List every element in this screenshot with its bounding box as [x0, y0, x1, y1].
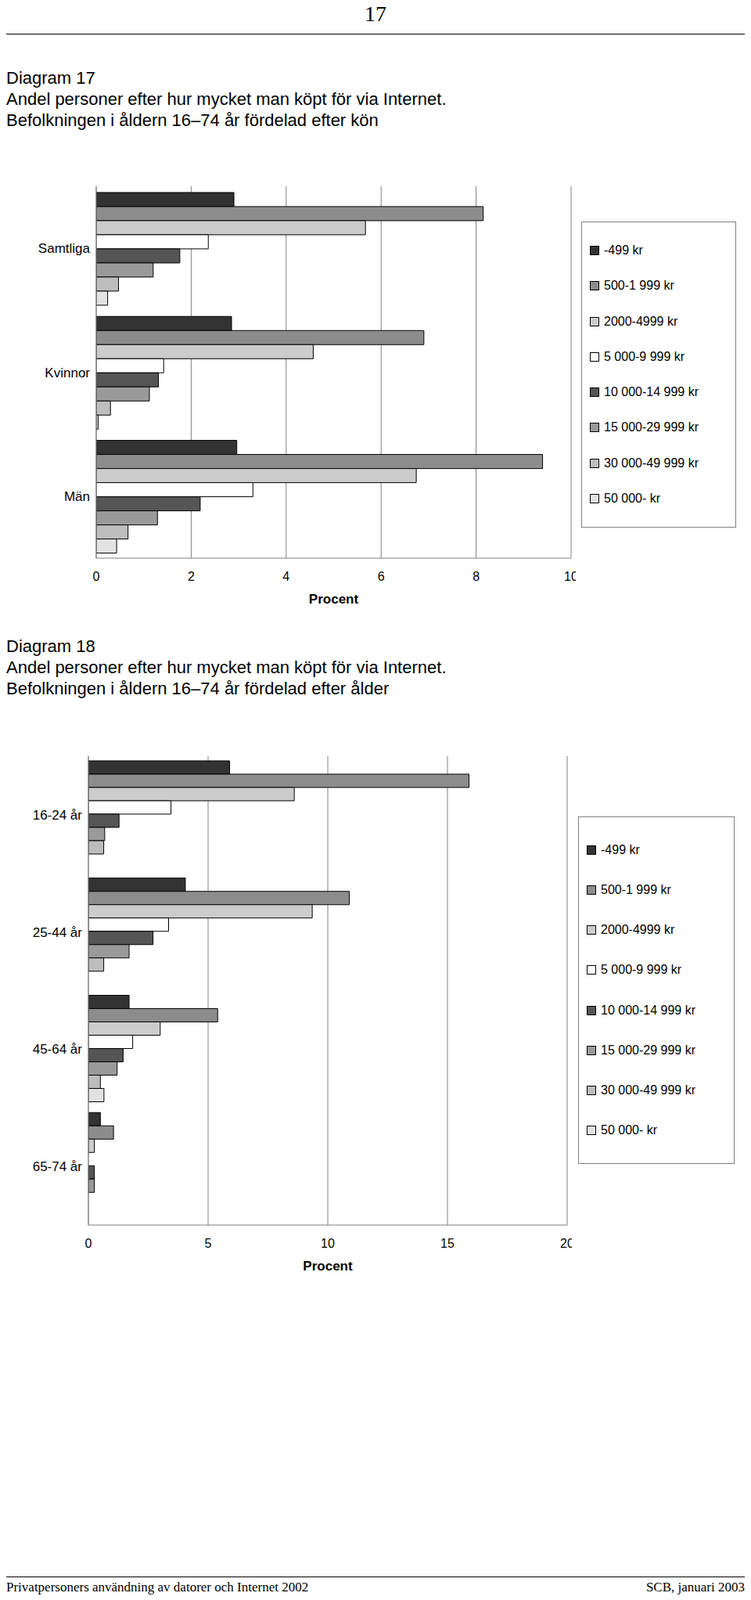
html-text:Befolkningen i åldern 16–74 år: Befolkningen i åldern 16–74 år fördelad …	[6, 110, 379, 130]
html-text:17: 17	[364, 1, 387, 26]
html-text:10 000-14 999 kr: 10 000-14 999 kr	[603, 384, 699, 399]
svg-text:4: 4	[282, 569, 290, 583]
html-text:2000-4999 kr: 2000-4999 kr	[600, 922, 675, 936]
svg-text:20: 20	[560, 1236, 572, 1250]
svg-text:Samtliga: Samtliga	[38, 240, 91, 256]
svg-text:65-74 år: 65-74 år	[32, 1158, 83, 1174]
svg-text:10: 10	[564, 569, 576, 583]
html-text:5 000-9 999 kr: 5 000-9 999 kr	[603, 349, 685, 363]
svg-text:45-64 år: 45-64 år	[32, 1041, 83, 1057]
html-text:500-1 999 kr: 500-1 999 kr	[600, 882, 672, 896]
html-text:Diagram 17: Diagram 17	[6, 68, 96, 88]
svg-text:8: 8	[472, 569, 480, 583]
html-text:2000-4999 kr: 2000-4999 kr	[603, 314, 678, 328]
html-text:15 000-29 999 kr: 15 000-29 999 kr	[603, 420, 699, 434]
svg-text:Procent: Procent	[309, 591, 360, 605]
html-text:30 000-49 999 kr: 30 000-49 999 kr	[603, 455, 699, 469]
html-text:500-1 999 kr: 500-1 999 kr	[603, 278, 675, 293]
svg-text:Procent: Procent	[302, 1257, 353, 1272]
html-text:Andel personer efter hur mycke: Andel personer efter hur mycket man köpt…	[6, 89, 447, 109]
html-text:-499 kr: -499 kr	[603, 243, 643, 257]
html-text:30 000-49 999 kr: 30 000-49 999 kr	[600, 1082, 696, 1096]
html-text:Befolkningen i åldern 16–74 år: Befolkningen i åldern 16–74 år fördelad …	[6, 678, 389, 698]
svg-text:5: 5	[204, 1236, 213, 1250]
html-text:10 000-14 999 kr: 10 000-14 999 kr	[600, 1002, 696, 1016]
html-text:50 000- kr: 50 000- kr	[603, 491, 661, 505]
html-text:-499 kr: -499 kr	[600, 842, 640, 856]
svg-text:25-44 år: 25-44 år	[32, 924, 83, 940]
html-text:15 000-29 999 kr: 15 000-29 999 kr	[600, 1042, 696, 1056]
html-text:Andel personer efter hur mycke: Andel personer efter hur mycket man köpt…	[6, 657, 447, 677]
svg-text:0: 0	[85, 1236, 93, 1250]
svg-text:15: 15	[440, 1236, 455, 1250]
html-text:50 000- kr: 50 000- kr	[600, 1122, 658, 1136]
svg-text:Kvinnor: Kvinnor	[44, 365, 90, 381]
html-text:Diagram 18: Diagram 18	[6, 636, 96, 656]
html-text:Privatpersoners användning av: Privatpersoners användning av datorer oc…	[6, 1578, 309, 1594]
svg-text:0: 0	[93, 569, 101, 583]
svg-text:10: 10	[320, 1236, 335, 1250]
svg-text:Män: Män	[64, 488, 90, 504]
svg-text:6: 6	[377, 569, 385, 583]
svg-text:16-24 år: 16-24 år	[32, 807, 83, 823]
html-text:SCB, januari 2003: SCB, januari 2003	[646, 1578, 745, 1594]
html-text:5 000-9 999 kr: 5 000-9 999 kr	[600, 962, 682, 976]
svg-text:2: 2	[187, 569, 195, 583]
